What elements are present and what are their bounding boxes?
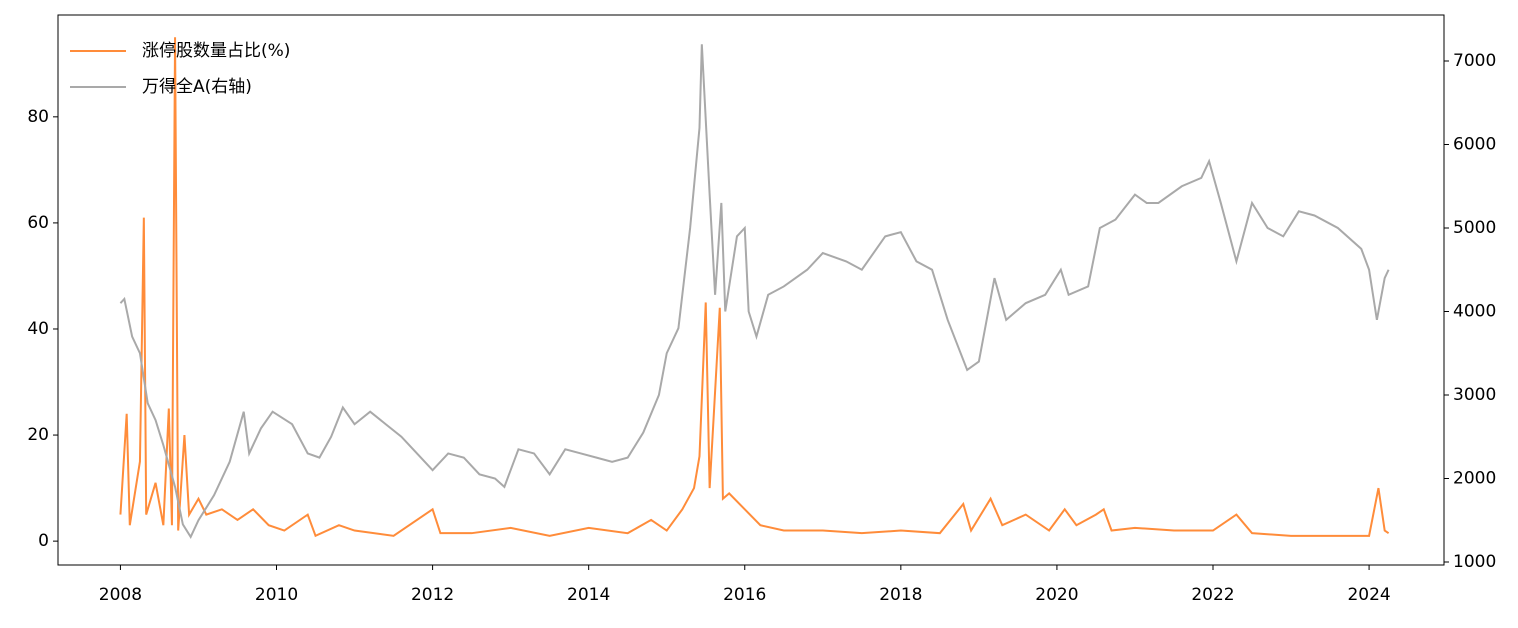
x-tick-label: 2018: [879, 585, 922, 605]
y2-tick-label: 3000: [1453, 385, 1496, 405]
x-tick-label: 2022: [1191, 585, 1234, 605]
y2-tick-label: 6000: [1453, 135, 1496, 155]
x-tick-label: 2014: [567, 585, 610, 605]
y2-tick-label: 7000: [1453, 51, 1496, 71]
plot-frame: [57, 14, 1445, 566]
x-tick-label: 2010: [255, 585, 298, 605]
y2-tick-label: 4000: [1453, 302, 1496, 322]
y-tick-label: 20: [27, 425, 49, 445]
y-tick-label: 60: [27, 213, 49, 233]
x-tick-label: 2020: [1035, 585, 1078, 605]
y-tick-label: 40: [27, 319, 49, 339]
y2-tick-label: 2000: [1453, 468, 1496, 488]
x-tick-label: 2024: [1347, 585, 1390, 605]
y2-tick-label: 5000: [1453, 218, 1496, 238]
x-tick-label: 2012: [411, 585, 454, 605]
x-tick-label: 2008: [99, 585, 142, 605]
y-tick-label: 0: [38, 531, 49, 551]
x-tick-label: 2016: [723, 585, 766, 605]
series-line: [119, 44, 1390, 540]
y2-tick-label: 1000: [1453, 552, 1496, 572]
legend-label: 涨停股数量占比(%): [142, 41, 290, 61]
series-line: [119, 37, 1390, 538]
y-tick-label: 80: [27, 107, 49, 127]
legend-label: 万得全A(右轴): [142, 77, 252, 97]
